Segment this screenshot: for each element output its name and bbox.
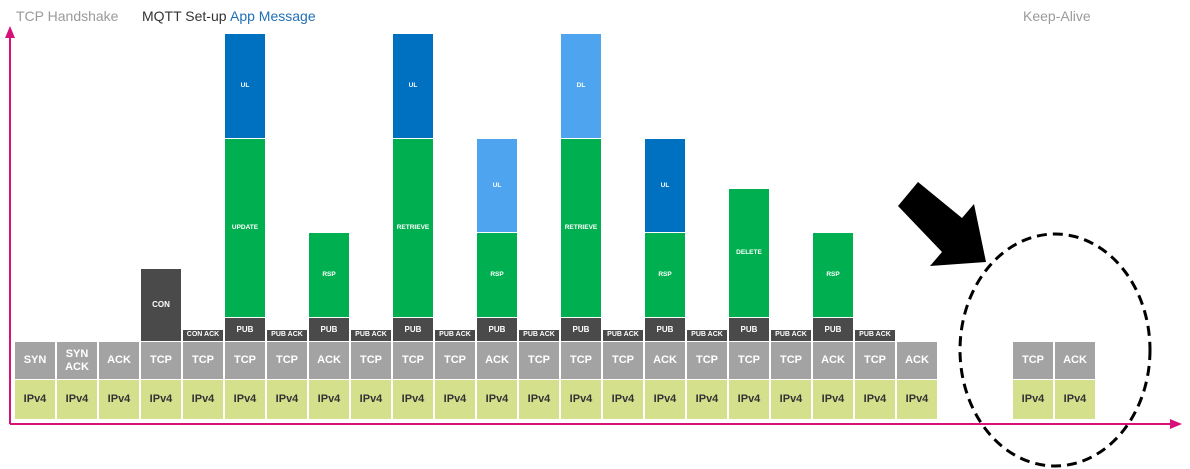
mqtt-layer: CON [141, 269, 181, 341]
tcp-layer: TCP [771, 342, 811, 379]
ipv4-layer: IPv4 [687, 380, 727, 419]
tcp-layer: TCP [141, 342, 181, 379]
ipv4-layer: IPv4 [477, 380, 517, 419]
mqtt-setup-label: MQTT Set-up [142, 8, 227, 24]
tcp-layer: ACK [309, 342, 349, 379]
mqtt-layer: PUB ACK [351, 330, 391, 341]
app-layer: DELETE [729, 189, 769, 317]
tcp-layer: ACK [477, 342, 517, 379]
ipv4-layer: IPv4 [729, 380, 769, 419]
tcp-layer: TCP [855, 342, 895, 379]
ipv4-layer: IPv4 [351, 380, 391, 419]
tcp-layer: TCP [393, 342, 433, 379]
tcp-layer: TCP [267, 342, 307, 379]
direction-layer: UL [645, 139, 685, 232]
app-layer: RSP [813, 233, 853, 317]
mqtt-layer: PUB ACK [267, 330, 307, 341]
ipv4-layer: IPv4 [519, 380, 559, 419]
ipv4-layer: IPv4 [267, 380, 307, 419]
mqtt-layer: CON ACK [183, 330, 223, 341]
tcp-layer: ACK [99, 342, 139, 379]
app-layer: RETRIEVE [561, 139, 601, 317]
app-layer: UPDATE [225, 139, 265, 317]
tcp-handshake-label: TCP Handshake [16, 8, 119, 24]
mqtt-layer: PUB ACK [687, 330, 727, 341]
ipv4-layer: IPv4 [393, 380, 433, 419]
ipv4-layer: IPv4 [57, 380, 97, 419]
tcp-layer: TCP [603, 342, 643, 379]
mqtt-layer: PUB ACK [435, 330, 475, 341]
ipv4-layer: IPv4 [225, 380, 265, 419]
app-layer: RETRIEVE [393, 139, 433, 317]
mqtt-layer: PUB ACK [519, 330, 559, 341]
direction-layer: DL [561, 34, 601, 138]
tcp-layer: ACK [813, 342, 853, 379]
tcp-layer: ACK [645, 342, 685, 379]
tcp-layer: TCP [183, 342, 223, 379]
x-axis-arrowhead [1170, 419, 1182, 429]
ipv4-layer: IPv4 [603, 380, 643, 419]
keep-alive-highlight-ellipse [958, 232, 1152, 468]
mqtt-layer: PUB ACK [603, 330, 643, 341]
app-message-label: App Message [230, 8, 316, 24]
ipv4-layer: IPv4 [1013, 380, 1053, 419]
tcp-layer: TCP [687, 342, 727, 379]
ipv4-layer: IPv4 [645, 380, 685, 419]
mqtt-layer: PUB [561, 318, 601, 341]
app-layer: RSP [645, 233, 685, 317]
app-layer: RSP [309, 233, 349, 317]
mqtt-layer: PUB ACK [771, 330, 811, 341]
tcp-layer: TCP [729, 342, 769, 379]
ipv4-layer: IPv4 [771, 380, 811, 419]
mqtt-layer: PUB [729, 318, 769, 341]
tcp-layer: SYN ACK [57, 342, 97, 379]
ipv4-layer: IPv4 [183, 380, 223, 419]
arrow-pointer-icon [898, 182, 986, 266]
ipv4-layer: IPv4 [435, 380, 475, 419]
ipv4-layer: IPv4 [15, 380, 55, 419]
tcp-layer: TCP [435, 342, 475, 379]
y-axis-arrowhead [5, 26, 15, 38]
ipv4-layer: IPv4 [1055, 380, 1095, 419]
direction-layer: UL [393, 34, 433, 138]
tcp-layer: SYN [15, 342, 55, 379]
ipv4-layer: IPv4 [561, 380, 601, 419]
ipv4-layer: IPv4 [99, 380, 139, 419]
ipv4-layer: IPv4 [813, 380, 853, 419]
ipv4-layer: IPv4 [855, 380, 895, 419]
direction-layer: UL [477, 139, 517, 232]
tcp-layer: TCP [561, 342, 601, 379]
tcp-layer: TCP [225, 342, 265, 379]
tcp-layer: TCP [1013, 342, 1053, 379]
mqtt-layer: PUB [309, 318, 349, 341]
mqtt-layer: PUB [477, 318, 517, 341]
tcp-layer: TCP [351, 342, 391, 379]
mqtt-layer: PUB [225, 318, 265, 341]
ipv4-layer: IPv4 [897, 380, 937, 419]
tcp-layer: ACK [897, 342, 937, 379]
ipv4-layer: IPv4 [141, 380, 181, 419]
mqtt-layer: PUB [393, 318, 433, 341]
mqtt-layer: PUB [813, 318, 853, 341]
app-layer: RSP [477, 233, 517, 317]
direction-layer: UL [225, 34, 265, 138]
mqtt-layer: PUB [645, 318, 685, 341]
tcp-layer: TCP [519, 342, 559, 379]
mqtt-layer: PUB ACK [855, 330, 895, 341]
tcp-layer: ACK [1055, 342, 1095, 379]
ipv4-layer: IPv4 [309, 380, 349, 419]
keep-alive-label: Keep-Alive [1023, 8, 1091, 24]
